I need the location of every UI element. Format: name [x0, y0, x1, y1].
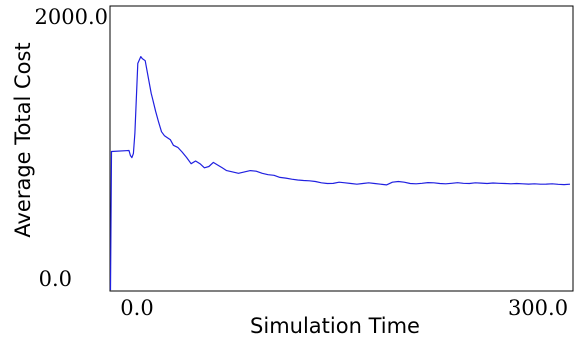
- y-axis-title: Average Total Cost: [11, 42, 35, 237]
- series-line-0: [109, 55, 571, 291]
- series-layer: [109, 55, 571, 291]
- y-tick-label-min: 0.0: [39, 267, 72, 291]
- x-axis-title: Simulation Time: [250, 314, 420, 338]
- x-tick-label-min: 0.0: [120, 296, 153, 320]
- plot-area: [109, 5, 574, 292]
- x-tick-label-max: 300.0: [508, 296, 568, 320]
- y-tick-label-max: 2000.0: [35, 5, 108, 29]
